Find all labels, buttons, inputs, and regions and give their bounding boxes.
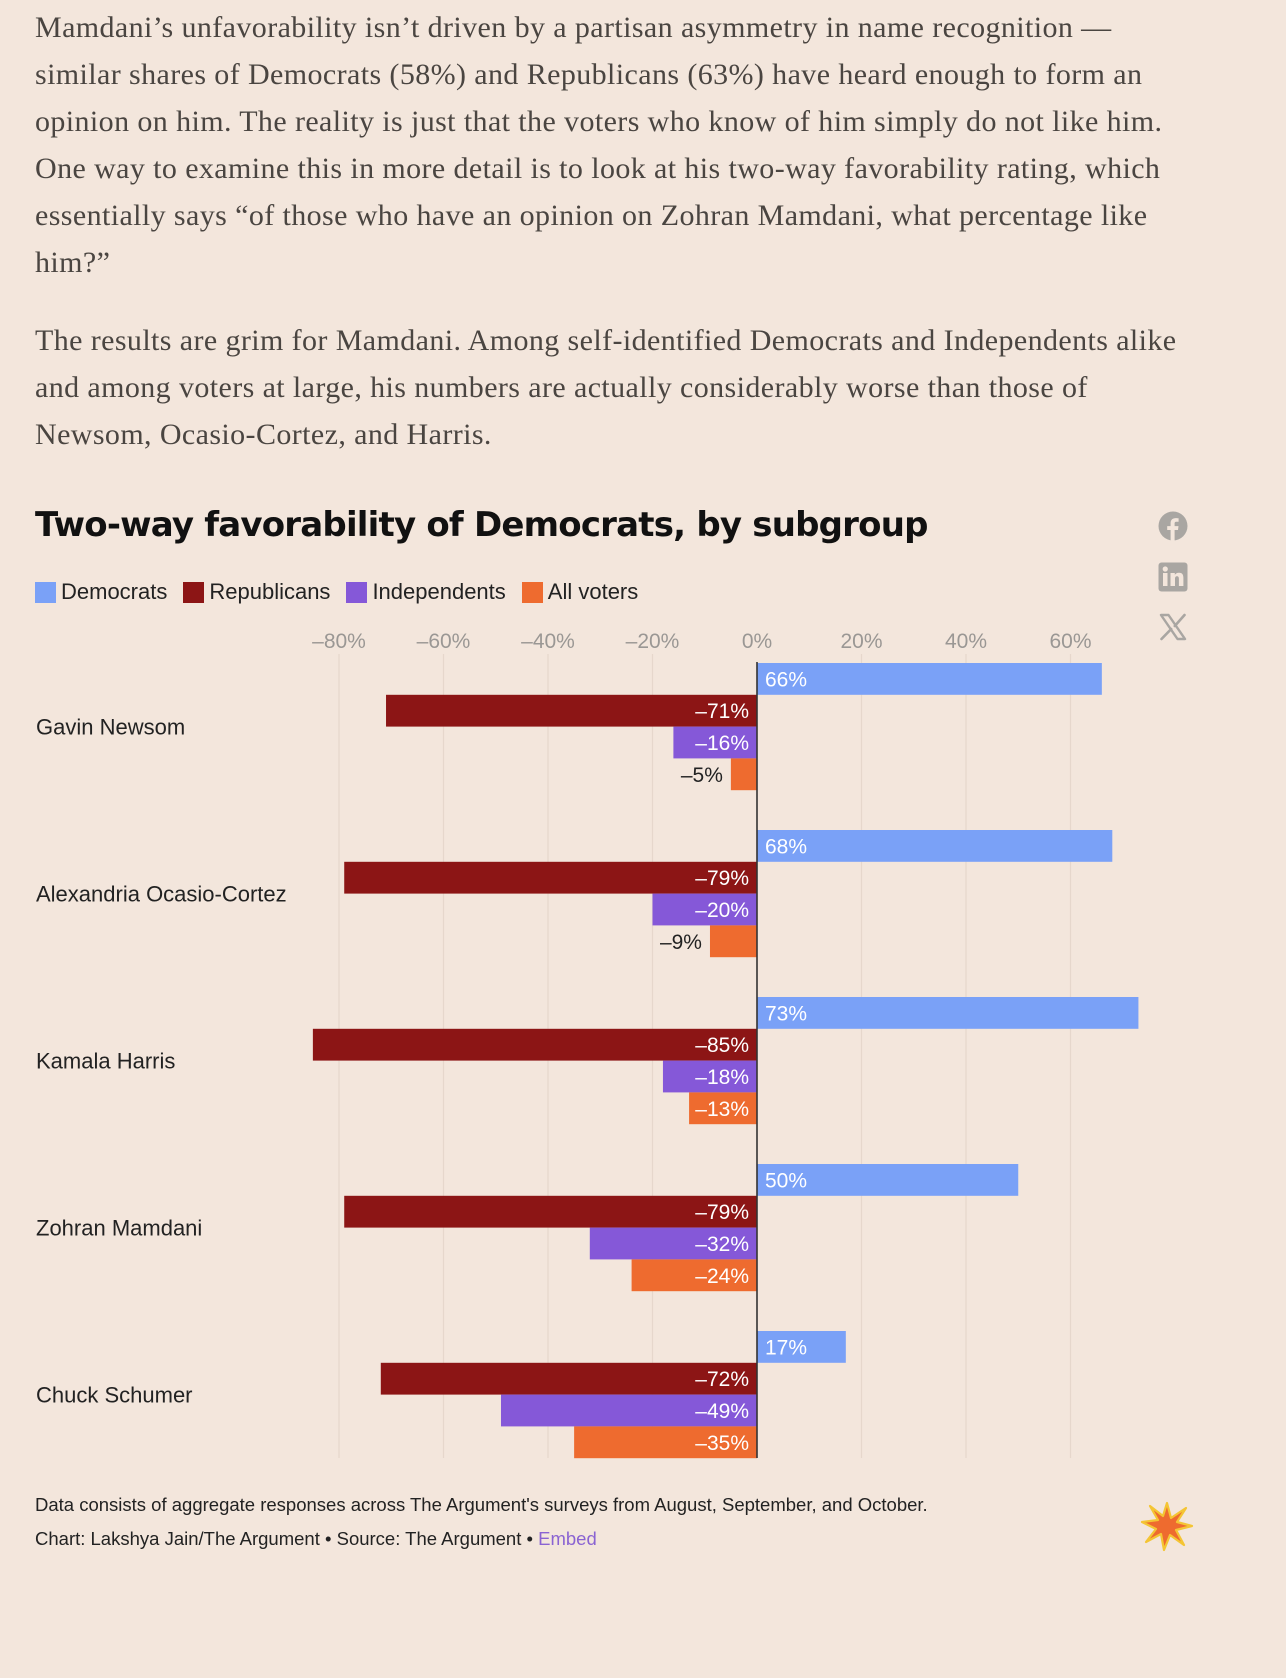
bar-chart: –80% –60% –40% –20% 0% 20% 40% 60% Gavin Newsom 6… [36, 630, 1139, 1459]
chart-footer: Data consists of aggregate responses acr… [35, 1488, 928, 1556]
data-label: –9% [660, 931, 702, 954]
x-tick-label: 0% [742, 630, 772, 653]
data-label: –49% [695, 1400, 749, 1423]
legend-item-republicans: Republicans [183, 579, 330, 605]
burst-logo-icon [1140, 1501, 1194, 1552]
bar-independents [662, 1060, 757, 1093]
bar-independents [500, 1394, 757, 1427]
legend-swatch-independents [346, 581, 368, 603]
data-label: –35% [695, 1432, 749, 1455]
article-prose: Mamdani’s unfavorability isn’t driven by… [35, 4, 1180, 489]
bar-all-voters [689, 1092, 757, 1125]
data-label: –18% [695, 1066, 749, 1089]
data-label: –79% [695, 867, 749, 890]
data-label: –71% [695, 700, 749, 723]
x-share-button[interactable] [1156, 610, 1190, 644]
bar-republicans [344, 1195, 757, 1228]
data-label: –5% [681, 764, 723, 787]
legend-swatch-republicans [183, 581, 205, 603]
bar-independents [589, 1227, 757, 1260]
bar-democrats [757, 997, 1139, 1029]
linkedin-icon [1158, 562, 1188, 592]
chart-title: Two-way favorability of Democrats, by su… [35, 505, 928, 545]
embed-link[interactable]: Embed [538, 1528, 597, 1549]
data-label: 17% [765, 1336, 807, 1359]
data-label: –13% [695, 1098, 749, 1121]
chart-credit: Chart: Lakshya Jain/The Argument • Sourc… [35, 1528, 533, 1549]
data-label: 50% [765, 1169, 807, 1192]
x-tick-label: –40% [521, 630, 575, 653]
bar-democrats [757, 1331, 846, 1363]
bar-independents [673, 726, 757, 759]
data-label: –24% [695, 1265, 749, 1288]
data-label: 66% [765, 668, 807, 691]
paragraph-1: Mamdani’s unfavorability isn’t driven by… [35, 11, 1163, 279]
x-tick-label: 60% [1049, 630, 1091, 653]
linkedin-share-button[interactable] [1156, 560, 1190, 594]
category-label: Alexandria Ocasio-Cortez [36, 882, 287, 907]
bar-democrats [757, 1164, 1019, 1196]
legend-swatch-all-voters [521, 581, 543, 603]
bar-republicans [386, 694, 757, 727]
bar-democrats [757, 663, 1102, 695]
x-tick-label: 20% [840, 630, 882, 653]
x-tick-label: –60% [417, 630, 471, 653]
bar-republicans [344, 861, 757, 894]
bar-republicans [380, 1362, 757, 1395]
chart-legend: Democrats Republicans Independents All v… [35, 579, 654, 605]
facebook-icon [1158, 511, 1188, 541]
paragraph-2: The results are grim for Mamdani. Among … [35, 324, 1177, 451]
category-label: Zohran Mamdani [36, 1216, 202, 1241]
legend-item-democrats: Democrats [35, 579, 167, 605]
x-tick-label: –80% [312, 630, 366, 653]
data-label: 73% [765, 1002, 807, 1025]
bar-all-voters [631, 1259, 757, 1292]
legend-label-republicans: Republicans [209, 579, 331, 604]
bar-all-voters [709, 925, 757, 958]
legend-label-independents: Independents [372, 579, 506, 604]
data-label: –20% [695, 899, 749, 922]
facebook-share-button[interactable] [1156, 509, 1190, 543]
data-label: –32% [695, 1233, 749, 1256]
bar-independents [652, 893, 757, 926]
chart-note: Data consists of aggregate responses acr… [35, 1494, 928, 1515]
x-icon [1159, 613, 1187, 641]
data-label: –16% [695, 732, 749, 755]
bar-all-voters [574, 1426, 757, 1459]
data-label: –72% [695, 1368, 749, 1391]
x-tick-label: –20% [626, 630, 680, 653]
chart-credit-line: Chart: Lakshya Jain/The Argument • Sourc… [35, 1522, 928, 1556]
bar-democrats [757, 830, 1113, 862]
bar-republicans [312, 1028, 757, 1061]
legend-swatch-democrats [35, 581, 56, 603]
x-tick-label: 40% [945, 630, 987, 653]
legend-item-all-voters: All voters [521, 579, 639, 605]
category-label: Gavin Newsom [36, 715, 185, 740]
category-label: Kamala Harris [36, 1049, 175, 1074]
legend-label-democrats: Democrats [61, 579, 168, 604]
category-label: Chuck Schumer [36, 1383, 193, 1408]
data-label: –85% [695, 1034, 749, 1057]
data-label: 68% [765, 835, 807, 858]
legend-label-all-voters: All voters [547, 579, 639, 604]
bar-all-voters [730, 758, 757, 791]
legend-item-independents: Independents [346, 579, 506, 605]
data-label: –79% [695, 1201, 749, 1224]
